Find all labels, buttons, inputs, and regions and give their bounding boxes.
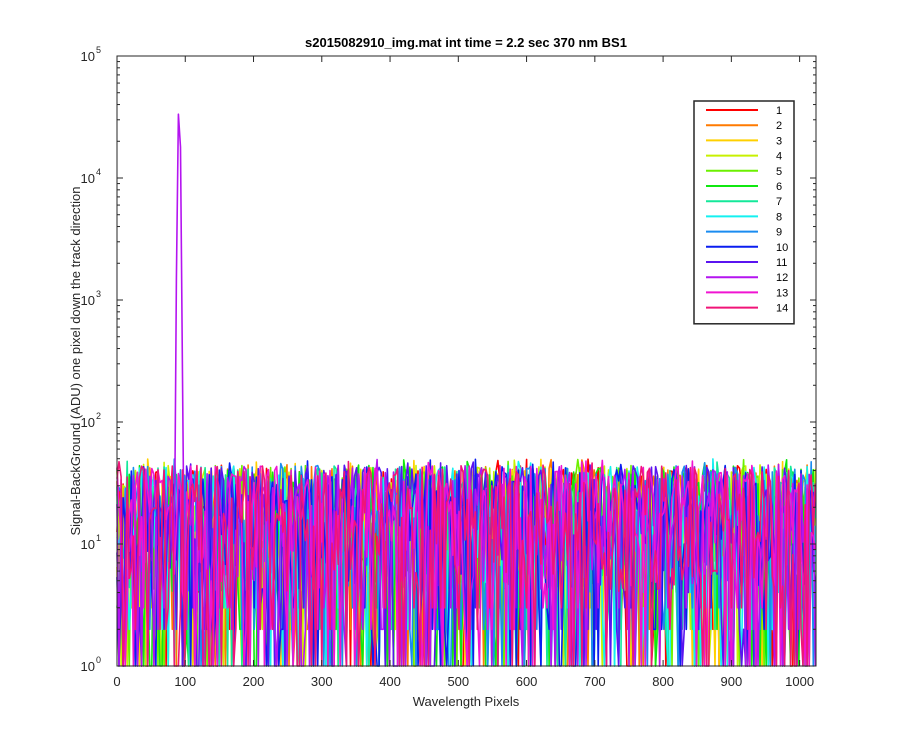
y-tick-exponent: 4 (96, 167, 101, 177)
legend-label-14: 14 (776, 303, 788, 315)
x-tick-label: 600 (516, 674, 538, 689)
legend-label-13: 13 (776, 287, 788, 299)
y-tick-label: 10 (81, 293, 95, 308)
axes-box (116, 55, 817, 667)
y-tick-label: 10 (81, 415, 95, 430)
legend-label-5: 5 (776, 166, 782, 178)
series-line-11 (116, 461, 817, 667)
legend-label-6: 6 (776, 181, 782, 193)
legend-label-4: 4 (776, 151, 782, 163)
chart-title: s2015082910_img.mat int time = 2.2 sec 3… (305, 35, 627, 50)
x-tick-label: 800 (652, 674, 674, 689)
legend-label-9: 9 (776, 227, 782, 239)
y-tick-label: 10 (81, 49, 95, 64)
y-tick-label: 10 (81, 537, 95, 552)
y-tick-exponent: 2 (96, 411, 101, 421)
y-tick-exponent: 5 (96, 45, 101, 55)
legend-label-2: 2 (776, 120, 782, 132)
x-tick-label: 300 (311, 674, 333, 689)
y-tick-label: 10 (81, 171, 95, 186)
legend-label-1: 1 (776, 105, 782, 117)
x-axis-label: Wavelength Pixels (413, 694, 520, 709)
y-tick-label: 10 (81, 659, 95, 674)
legend-label-11: 11 (776, 257, 787, 269)
data-layer (116, 113, 817, 667)
x-tick-label: 1000 (785, 674, 814, 689)
legend-label-10: 10 (776, 242, 788, 254)
y-axis-label: Signal-BackGround (ADU) one pixel down t… (68, 186, 83, 535)
x-tick-label: 500 (447, 674, 469, 689)
legend-label-3: 3 (776, 135, 782, 147)
legend-label-7: 7 (776, 196, 782, 208)
x-tick-label: 200 (243, 674, 265, 689)
legend-box (693, 100, 795, 325)
y-tick-exponent: 3 (96, 289, 101, 299)
x-tick-label: 700 (584, 674, 606, 689)
series-line-13 (116, 459, 817, 667)
x-tick-label: 100 (174, 674, 196, 689)
x-tick-label: 900 (721, 674, 743, 689)
y-tick-exponent: 1 (96, 533, 101, 543)
series-line-14 (116, 460, 817, 667)
legend-label-8: 8 (776, 211, 782, 223)
x-tick-label: 0 (113, 674, 120, 689)
legend-label-12: 12 (776, 272, 788, 284)
x-tick-label: 400 (379, 674, 401, 689)
y-tick-exponent: 0 (96, 655, 101, 665)
